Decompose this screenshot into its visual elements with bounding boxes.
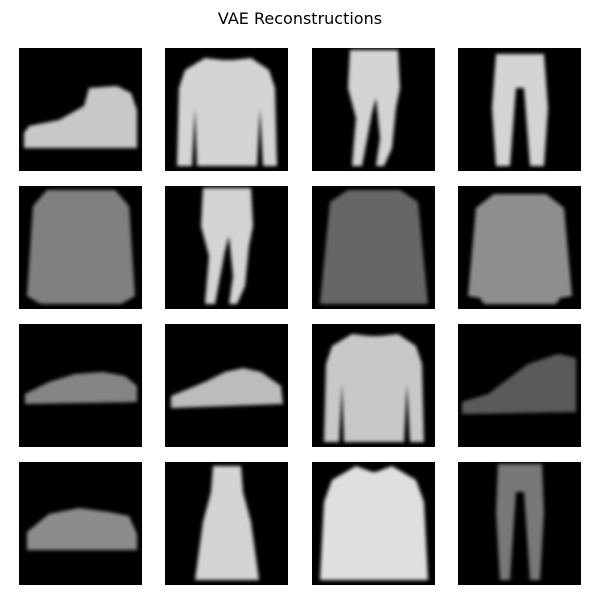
figure-title: VAE Reconstructions xyxy=(217,9,383,28)
reconstruction-image-long-sleeve-top xyxy=(324,334,424,442)
reconstruction-image-trousers-walking xyxy=(201,188,253,304)
reconstruction-tile-10 xyxy=(165,324,288,447)
reconstruction-image-top-blurry xyxy=(27,190,135,304)
reconstruction-tile-16 xyxy=(458,462,581,585)
reconstruction-image-trousers-thin xyxy=(496,464,544,580)
reconstruction-tile-12 xyxy=(458,324,581,447)
reconstruction-tile-6 xyxy=(165,186,288,309)
reconstruction-tile-5 xyxy=(19,186,142,309)
reconstruction-tile-8 xyxy=(458,186,581,309)
reconstruction-tile-14 xyxy=(165,462,288,585)
reconstruction-tile-3 xyxy=(312,48,435,171)
reconstruction-image-sneaker xyxy=(171,368,283,408)
reconstruction-image-pullover xyxy=(468,194,572,304)
reconstruction-image-trousers-walking xyxy=(348,50,400,166)
reconstruction-image-trousers xyxy=(492,54,548,166)
reconstruction-tile-1 xyxy=(19,48,142,171)
reconstruction-tile-11 xyxy=(312,324,435,447)
reconstruction-tile-7 xyxy=(312,186,435,309)
reconstruction-image-dress xyxy=(195,466,259,580)
reconstruction-tile-2 xyxy=(165,48,288,171)
reconstruction-tile-15 xyxy=(312,462,435,585)
reconstruction-image-pullover-dim xyxy=(320,190,428,304)
reconstruction-image-ankle-boot xyxy=(24,86,137,148)
reconstruction-tile-4 xyxy=(458,48,581,171)
reconstruction-image-sneaker-dim xyxy=(25,372,137,404)
reconstruction-image-shirt xyxy=(320,466,428,580)
reconstruction-image-sneaker-dark xyxy=(462,354,576,414)
reconstruction-tile-13 xyxy=(19,462,142,585)
reconstruction-image-sneaker-soft xyxy=(27,508,137,550)
reconstruction-image-long-sleeve-top xyxy=(177,58,277,166)
reconstruction-tile-9 xyxy=(19,324,142,447)
